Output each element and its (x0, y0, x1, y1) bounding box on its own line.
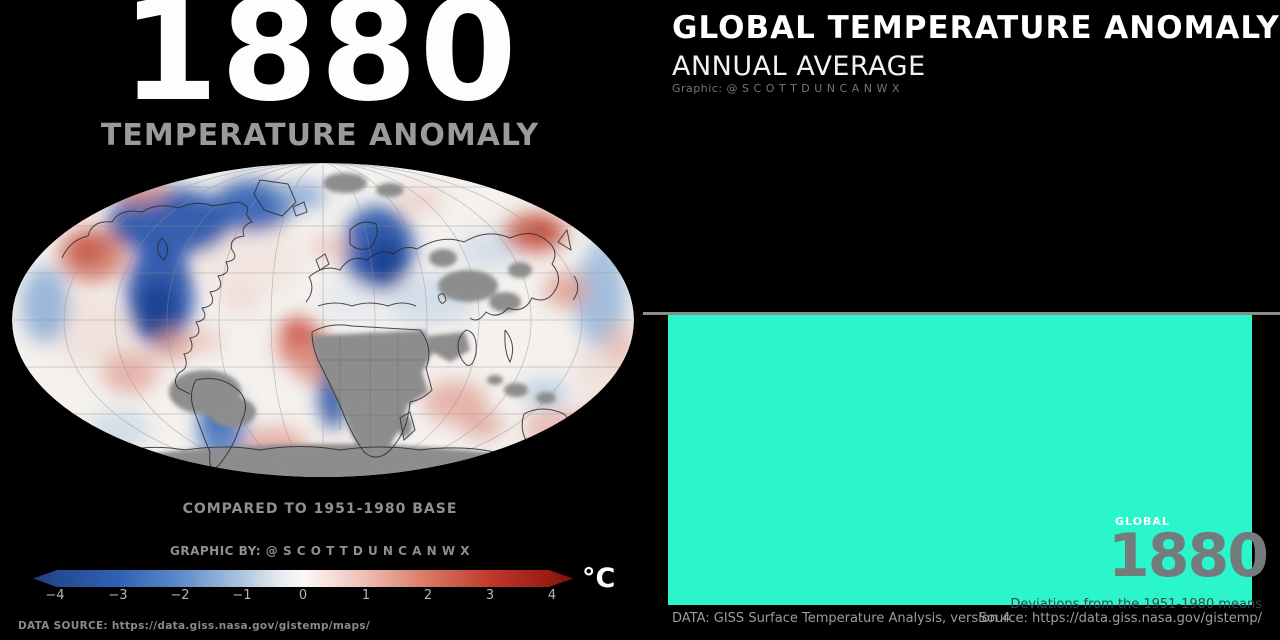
map-data-source: DATA SOURCE: https://data.giss.nasa.gov/… (18, 620, 371, 632)
colorbar-tick: 1 (361, 588, 371, 603)
compared-baseline-note: COMPARED TO 1951-1980 BASE (182, 501, 458, 517)
chart-year-label: 1880 (1108, 521, 1269, 591)
colorbar-tick: 0 (298, 588, 308, 603)
global-anomaly-chart-area: 1880 GLOBAL (668, 315, 1269, 605)
map-subtitle: TEMPERATURE ANOMALY (100, 118, 540, 153)
colorbar-unit-label: °C (582, 563, 616, 594)
graphic-by-credit: GRAPHIC BY: @ S C O T T D U N C A N W X (170, 544, 470, 558)
graphic-credit: Graphic: @ S C O T T D U N C A N W X (672, 82, 900, 95)
chart-top-divider (643, 312, 1280, 315)
colorbar-tick: −1 (232, 588, 252, 603)
chart-global-label: GLOBAL (1115, 515, 1170, 528)
page-title: GLOBAL TEMPERATURE ANOMALY (672, 10, 1280, 46)
colorbar-tick: −3 (108, 588, 128, 603)
year-display: 1880 (121, 0, 519, 133)
footer-source-note: Source: https://data.giss.nasa.gov/giste… (978, 611, 1262, 626)
deviations-note: Deviations from the 1951-1980 means (1010, 597, 1262, 612)
colorbar-tick: −2 (170, 588, 190, 603)
page-subtitle: ANNUAL AVERAGE (672, 51, 926, 82)
country-borders (316, 332, 428, 452)
colorbar-tick: 2 (423, 588, 433, 603)
graticule (12, 163, 634, 477)
world-map (12, 163, 634, 477)
colorbar-tick: 4 (547, 588, 557, 603)
temperature-colorbar (33, 570, 573, 587)
colorbar-tick: 3 (485, 588, 495, 603)
colorbar-tick: −4 (45, 588, 65, 603)
nodata-regions (107, 173, 556, 477)
footer-data-note: DATA: GISS Surface Temperature Analysis,… (672, 611, 1011, 626)
